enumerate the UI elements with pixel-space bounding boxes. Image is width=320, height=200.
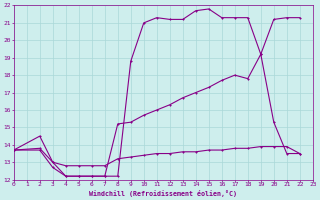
X-axis label: Windchill (Refroidissement éolien,°C): Windchill (Refroidissement éolien,°C) (89, 190, 237, 197)
